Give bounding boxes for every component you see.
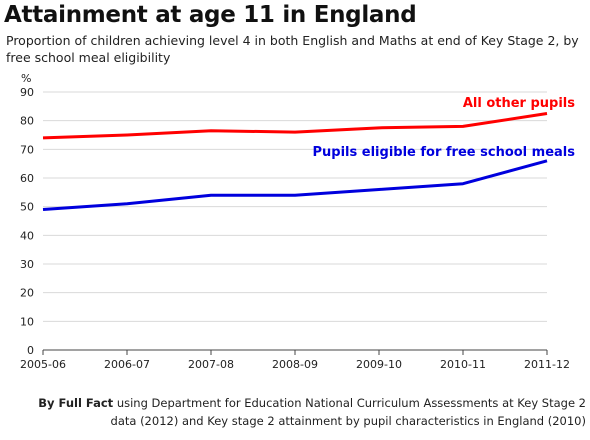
- y-tick-label: 20: [20, 287, 34, 300]
- y-tick-label: 70: [20, 143, 34, 156]
- series-label-1: Pupils eligible for free school meals: [313, 145, 576, 160]
- source-note: By Full Fact using Department for Educat…: [20, 394, 586, 430]
- series-label-0: All other pupils: [463, 96, 575, 111]
- x-tick-label: 2007-08: [188, 358, 234, 371]
- x-tick-label: 2005-06: [20, 358, 66, 371]
- y-axis-label: %: [21, 72, 31, 85]
- source-author: By Full Fact: [38, 396, 114, 410]
- line-chart: 0 10 20 30 40 50 60 70 80 90% 2005-06 2006-07 2007-0…: [20, 72, 576, 371]
- series-lines: [42, 112, 548, 212]
- x-tick-label: 2006-07: [104, 358, 150, 371]
- axes: 0 10 20 30 40 50 60 70 80 90% 2005-06 2006-07 2007-0…: [20, 72, 570, 371]
- y-tick-label: 60: [20, 172, 34, 185]
- chart-subtitle: Proportion of children achieving level 4…: [6, 33, 579, 65]
- y-tick-label: 30: [20, 258, 34, 271]
- series-labels: All other pupils Pupils eligible for free…: [313, 96, 576, 160]
- chart-title: Attainment at age 11 in England: [4, 2, 417, 28]
- y-tick-label: 40: [20, 229, 34, 242]
- y-tick-label: 50: [20, 201, 34, 214]
- y-tick-label: 80: [20, 115, 34, 128]
- x-tick-label: 2009-10: [356, 358, 402, 371]
- y-tick-label: 0: [27, 344, 34, 357]
- x-tick-label: 2011-12: [524, 358, 570, 371]
- y-tick-label: 10: [20, 315, 34, 328]
- y-tick-label: 90: [20, 86, 34, 99]
- gridlines: [43, 91, 547, 322]
- source-text: using Department for Education National …: [110, 396, 586, 428]
- x-tick-label: 2010-11: [440, 358, 486, 371]
- series-line-1: [42, 159, 548, 212]
- series-line-0: [42, 112, 548, 140]
- x-tick-label: 2008-09: [272, 358, 318, 371]
